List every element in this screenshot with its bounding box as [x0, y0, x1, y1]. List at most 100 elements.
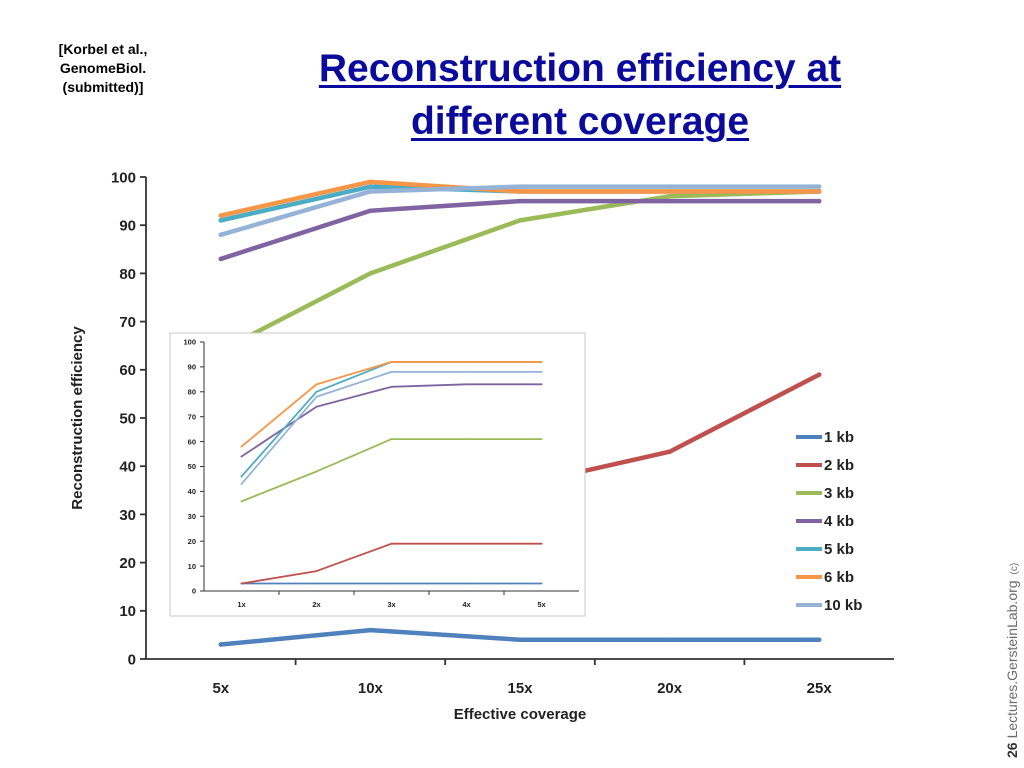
citation: [Korbel et al., GenomeBiol. (submitted)] [58, 41, 148, 95]
inset-series-1-point [465, 582, 468, 585]
inset-series-7-point [315, 395, 318, 398]
main-y-tick-label: 80 [119, 266, 136, 283]
inset-group: 0 10 20 30 40 50 60 70 80 90 100 1x 2x 3x 4x 5x [169, 332, 586, 617]
main-y-axis-title: Reconstruction efficiency [69, 326, 86, 510]
main-series-4-kb-point [816, 198, 822, 204]
main-x-tick-label: 15x [507, 680, 533, 697]
inset-y-tick-label: 90 [188, 363, 196, 372]
inset-series-7-point [240, 483, 243, 485]
inset-y-tick-label: 0 [192, 587, 196, 596]
main-series-3-kb-line [218, 189, 822, 353]
main-series-2-kb-point [816, 372, 822, 377]
main-series-3-kb-point [517, 218, 523, 223]
inset-x-tick-label: 5x [537, 600, 546, 609]
inset-series-3-point [315, 470, 318, 473]
inset-series-5-point [240, 475, 243, 478]
inset-y-tick-label: 60 [188, 437, 196, 446]
main-y-tick-label: 0 [128, 651, 136, 668]
main-series-3-kb-point [368, 271, 373, 276]
legend-label: 2 kb [824, 457, 854, 474]
inset-series-4-point [315, 405, 318, 408]
main-x-tick-label: 20x [657, 680, 683, 697]
main-series-1-kb-point [816, 637, 822, 642]
main-y-tick-label: 60 [119, 362, 136, 379]
inset-series-1-point [390, 582, 393, 585]
legend-label: 5 kb [824, 541, 854, 558]
inset-series-1-point [315, 582, 318, 585]
main-series-1-kb-line [218, 627, 822, 647]
main-series-6-kb-point [667, 189, 672, 194]
main-series-3-kb-point [667, 194, 672, 199]
slide-title: Reconstruction efficiency at different c… [318, 47, 842, 143]
inset-series-2-point [315, 570, 318, 572]
inset-x-tick-label: 4x [462, 600, 471, 609]
inset-frame [169, 332, 586, 617]
main-series-5-kb-point [218, 218, 224, 223]
main-y-tick-label: 20 [119, 555, 136, 572]
inset-series-2-point [390, 542, 393, 545]
main-series-10-kb-point [517, 184, 523, 189]
inset-series-4-point [540, 383, 543, 386]
main-series-10-kb-point [368, 189, 373, 194]
main-series-6-kb-point [368, 179, 373, 185]
main-y-tick-label: 100 [111, 169, 136, 186]
main-series-1-kb-point [218, 642, 224, 647]
inset-series-4-point [240, 455, 243, 458]
inset-series-3-point [540, 438, 543, 441]
main-series-6-kb-point [218, 213, 224, 218]
inset-series-7-point [390, 370, 393, 373]
main-series-1-kb-point [517, 637, 523, 642]
legend-label: 1 kb [824, 429, 854, 446]
legend-label: 4 kb [824, 513, 854, 530]
inset-series-3-point [465, 438, 468, 441]
main-series-1-kb-point [368, 627, 373, 633]
inset-series-6-point [390, 361, 393, 363]
main-series-2-kb-point [667, 449, 672, 454]
inset-y-tick-label: 40 [188, 487, 196, 496]
inset-series-2-point [465, 542, 468, 545]
inset-series-4-point [390, 385, 393, 388]
main-y-tick-label: 40 [119, 459, 136, 476]
inset-y-tick-label: 50 [188, 462, 196, 471]
main-series-5-kb-point [368, 184, 373, 189]
main-series-10-kb-point [816, 184, 822, 189]
inset-x-tick-label: 2x [312, 600, 321, 609]
main-series-4-kb-point [667, 198, 672, 204]
main-series-4-kb-point [218, 256, 224, 262]
main-y-tick-label: 70 [119, 314, 136, 331]
inset-y-tick-label: 10 [188, 562, 196, 571]
inset-series-6-point [315, 383, 318, 386]
main-x-tick-label: 5x [212, 680, 229, 697]
inset-y-tick-label: 30 [188, 512, 196, 521]
inset-x-tick-label: 1x [237, 600, 246, 609]
inset-y-tick-label: 100 [183, 338, 196, 347]
inset-series-5-point [315, 390, 318, 393]
sidebar-credit: 26 Lectures.GersteinLab.org (c) [1004, 563, 1020, 758]
main-y-tick-label: 50 [119, 410, 136, 427]
main-series-1-kb-point [667, 637, 672, 642]
legend-label: 6 kb [824, 569, 854, 586]
inset-y-tick-label: 80 [188, 388, 196, 397]
inset-series-4-point [465, 383, 468, 386]
inset-series-2-point [240, 582, 243, 585]
copyright-mark: (c) [1009, 562, 1020, 575]
inset-y-tick-label: 70 [188, 412, 196, 421]
main-series-4-kb-point [368, 208, 373, 213]
main-y-tick-label: 30 [119, 507, 136, 524]
inset-series-7-point [540, 370, 543, 373]
inset-series-2-point [540, 542, 543, 545]
inset-series-7-point [465, 370, 468, 373]
main-x-tick-label: 10x [358, 680, 384, 697]
main-x-axis-title: Effective coverage [454, 706, 587, 723]
site-credit: Lectures.GersteinLab.org [1004, 580, 1020, 739]
inset-series-6-point [240, 445, 243, 448]
main-series-6-kb-point [517, 189, 523, 194]
inset-x-tick-label: 3x [387, 600, 396, 609]
main-series-4-kb-point [517, 198, 523, 204]
slide-number: 26 [1004, 742, 1020, 758]
main-series-6-kb-point [816, 189, 822, 194]
inset-series-3-point [390, 438, 393, 441]
main-y-tick-label: 90 [119, 218, 136, 235]
